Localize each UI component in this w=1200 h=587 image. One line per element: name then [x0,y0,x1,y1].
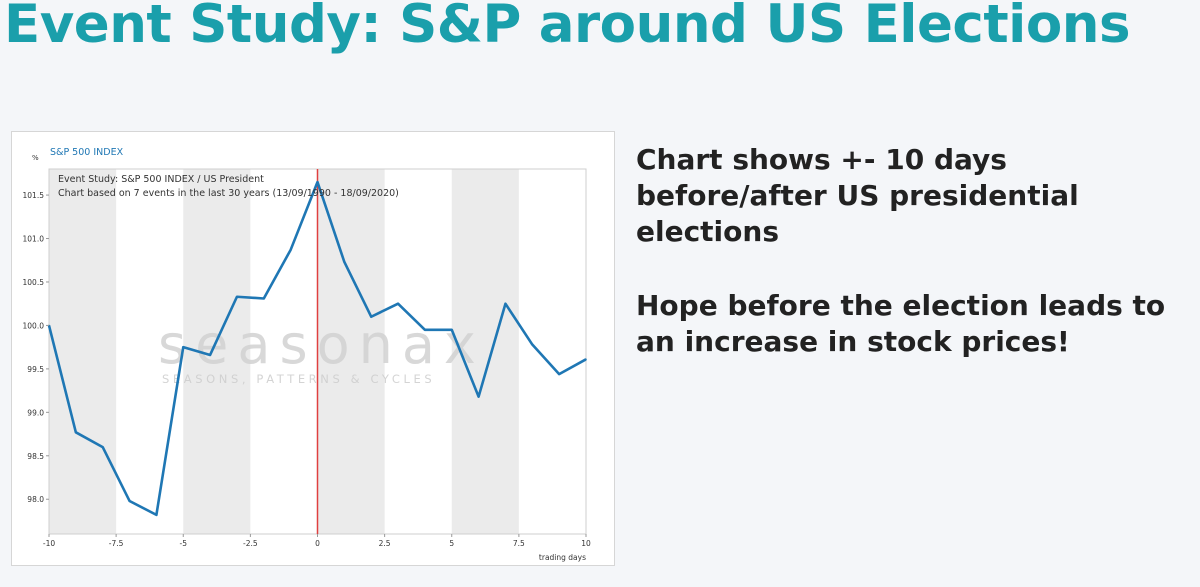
y-tick-label: 98.5 [27,452,44,461]
x-tick-label: 10 [581,539,591,548]
watermark-tagline: SEASONS, PATTERNS & CYCLES [162,372,435,386]
data-point [585,358,587,361]
watermark-brand: seasonax [158,313,485,376]
data-point [101,446,104,448]
x-axis-label: trading days [539,553,586,562]
chart-panel: seasonax SEASONS, PATTERNS & CYCLES -10-… [11,131,615,566]
data-point [263,297,265,300]
data-point [182,346,185,348]
data-point [424,328,426,331]
y-tick-label: 99.5 [27,365,44,374]
annotation-line-1: Event Study: S&P 500 INDEX / US Presiden… [58,174,264,185]
x-axis-ticks: -10 -7.5 -5 -2.5 0 2.5 5 7.5 10 [43,534,591,548]
data-point [128,500,131,502]
y-tick-label: 101.0 [23,235,45,244]
commentary-panel: Chart shows +- 10 days before/after US p… [636,142,1196,398]
x-tick-label: -7.5 [109,539,124,548]
x-tick-label: 5 [449,539,454,548]
data-points [48,181,587,516]
shaded-bands [49,169,519,534]
data-point [75,431,77,434]
data-point [504,302,507,305]
data-point [209,354,211,356]
data-point [343,261,346,263]
y-axis-ticks: 98.0 98.5 99.0 99.5 100.0 100.5 101.0 101.5 [23,191,49,504]
data-point [370,315,373,318]
y-tick-label: 100.0 [23,321,45,330]
x-tick-label: -10 [43,539,55,548]
bullet-hope-before-election: Hope before the election leads to an inc… [636,289,1166,358]
bullet-chart-range: Chart shows +- 10 days before/after US p… [636,143,1079,248]
y-unit-label: % [32,154,39,162]
y-tick-label: 100.5 [23,278,45,287]
page-title: Event Study: S&P around US Elections [4,0,1131,55]
x-tick-label: 0 [315,539,320,548]
data-point [236,295,238,298]
data-point [558,373,560,375]
x-tick-label: 2.5 [379,539,391,548]
x-tick-label: -5 [180,539,188,548]
shaded-band-3 [451,169,519,534]
data-point [450,328,453,331]
data-point [531,343,534,346]
y-tick-label: 98.0 [27,495,44,504]
annotation-line-2: Chart based on 7 events in the last 30 y… [58,188,399,199]
shaded-band-0 [49,169,117,534]
data-point [477,395,480,398]
shaded-band-2 [317,169,385,534]
x-tick-label: 7.5 [513,539,525,548]
data-point [155,514,158,516]
data-point [289,249,292,251]
y-tick-label: 101.5 [23,191,45,200]
index-label: S&P 500 INDEX [50,147,124,158]
data-point [316,181,319,183]
y-tick-label: 99.0 [27,408,44,417]
line-chart: seasonax SEASONS, PATTERNS & CYCLES -10-… [23,147,591,562]
data-point [397,302,399,305]
x-tick-label: -2.5 [243,539,258,548]
